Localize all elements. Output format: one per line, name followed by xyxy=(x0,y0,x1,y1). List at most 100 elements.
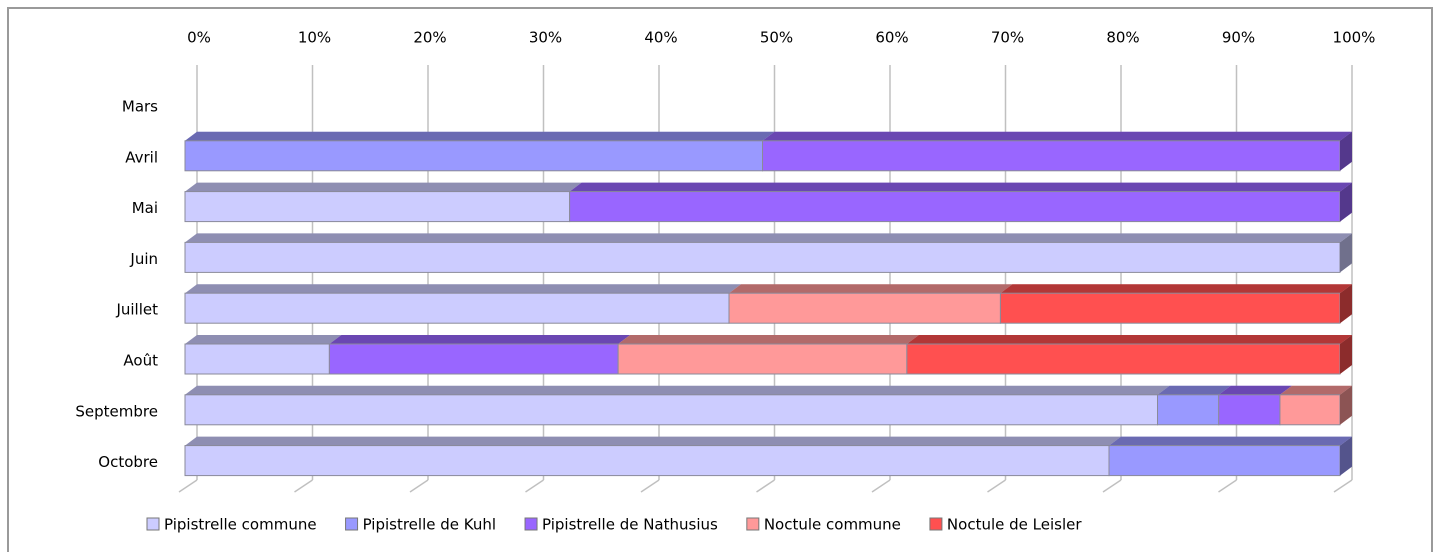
bar-segment xyxy=(328,335,631,375)
bar xyxy=(184,191,571,223)
bar-top-shade xyxy=(185,131,775,141)
bar-segment xyxy=(184,436,1121,477)
bar-segment xyxy=(184,385,1170,426)
bar-top-shade xyxy=(185,182,582,192)
bar-top xyxy=(329,335,631,344)
bar-top xyxy=(618,335,919,344)
bar-segment xyxy=(617,335,919,375)
bar-top-shade xyxy=(185,335,342,344)
bar xyxy=(1279,394,1341,426)
bar-segment xyxy=(999,284,1352,324)
bar-side xyxy=(1340,284,1352,324)
bar-segment xyxy=(184,233,1352,273)
legend-label: Pipistrelle de Kuhl xyxy=(363,516,496,534)
y-tick-label: Octobre xyxy=(98,453,158,471)
bar-top xyxy=(185,182,582,192)
bar xyxy=(728,292,1001,324)
bar-side-shade xyxy=(1340,385,1352,425)
floor-line xyxy=(178,479,198,493)
bar-segment xyxy=(1108,436,1352,477)
bar xyxy=(184,394,1159,426)
bar xyxy=(184,343,330,375)
bar-top xyxy=(185,284,742,294)
bar-top xyxy=(906,335,1352,344)
bar-segment xyxy=(184,182,582,223)
bar-top xyxy=(1218,385,1292,395)
x-tick-label: 90% xyxy=(1222,29,1255,47)
bar-side xyxy=(1340,335,1352,374)
legend-swatch xyxy=(146,517,160,531)
x-tick-label: 50% xyxy=(760,29,793,47)
x-tick-label: 30% xyxy=(529,29,562,47)
floor-line xyxy=(1102,479,1122,493)
bar xyxy=(184,241,1341,273)
bar-top xyxy=(1000,284,1352,294)
y-tick-label: Avril xyxy=(125,148,158,166)
bar-side-shade xyxy=(1340,233,1352,273)
floor-line xyxy=(525,479,544,493)
floor-line xyxy=(409,479,429,493)
bar-top-shade xyxy=(906,335,1352,344)
bar xyxy=(328,343,619,375)
bar-top xyxy=(185,335,342,344)
y-tick-label: Mai xyxy=(132,199,158,217)
bar xyxy=(1108,445,1341,477)
bar xyxy=(762,140,1341,172)
bar-top-shade xyxy=(569,182,1352,192)
x-tick-label: 80% xyxy=(1106,29,1139,47)
bar-top-shade xyxy=(329,335,631,344)
bar-segment xyxy=(1279,385,1352,426)
y-tick-label: Juillet xyxy=(115,301,158,319)
bar xyxy=(906,343,1341,375)
x-tick-label: 0% xyxy=(187,29,211,47)
bar-top xyxy=(185,233,1352,243)
bar xyxy=(184,292,730,324)
legend-label: Pipistrelle commune xyxy=(164,516,317,534)
floor-line xyxy=(756,479,775,493)
bar-side-shade xyxy=(1340,182,1352,222)
bar xyxy=(1157,394,1220,426)
bar xyxy=(617,343,908,375)
bar-top-shade xyxy=(1218,385,1292,395)
bar xyxy=(569,191,1341,223)
bar-top xyxy=(185,436,1121,446)
bar-segment xyxy=(762,131,1352,172)
bar-top xyxy=(1109,436,1352,446)
bar-top-shade xyxy=(185,385,1170,395)
bar-top xyxy=(185,131,775,141)
bar-top-shade xyxy=(729,284,1013,294)
legend-label: Noctule de Leisler xyxy=(947,516,1082,534)
bar-side xyxy=(1340,182,1352,222)
bar-top xyxy=(762,131,1352,141)
bar-top-shade xyxy=(1157,385,1231,395)
floor-line xyxy=(1333,479,1353,493)
bar-top xyxy=(185,385,1170,395)
bar-segment xyxy=(906,335,1352,375)
bar-side xyxy=(1340,385,1352,425)
legend-swatch xyxy=(929,517,943,531)
bar-side xyxy=(1340,436,1352,476)
legend-label: Pipistrelle de Nathusius xyxy=(542,516,718,534)
bar-top-shade xyxy=(185,436,1121,446)
floor-line xyxy=(640,479,660,493)
floor-line xyxy=(294,479,313,493)
bar-top xyxy=(1157,385,1231,395)
legend-swatch xyxy=(524,517,538,531)
x-tick-label: 40% xyxy=(644,29,677,47)
bar-segment xyxy=(1218,385,1292,426)
y-tick-label: Septembre xyxy=(75,402,158,420)
x-tick-label: 100% xyxy=(1333,29,1376,47)
floor-line xyxy=(871,479,891,493)
bar-top xyxy=(569,182,1352,192)
bar-segment xyxy=(728,284,1013,324)
bar-side-shade xyxy=(1340,131,1352,171)
legend-swatch xyxy=(345,517,359,531)
bar-top-shade xyxy=(1000,284,1352,294)
x-tick-label: 70% xyxy=(991,29,1024,47)
bar-segment xyxy=(184,284,742,324)
bar-side xyxy=(1340,131,1352,171)
bar-top-shade xyxy=(1279,385,1352,395)
bar-side-shade xyxy=(1340,335,1352,374)
x-tick-label: 10% xyxy=(298,29,331,47)
